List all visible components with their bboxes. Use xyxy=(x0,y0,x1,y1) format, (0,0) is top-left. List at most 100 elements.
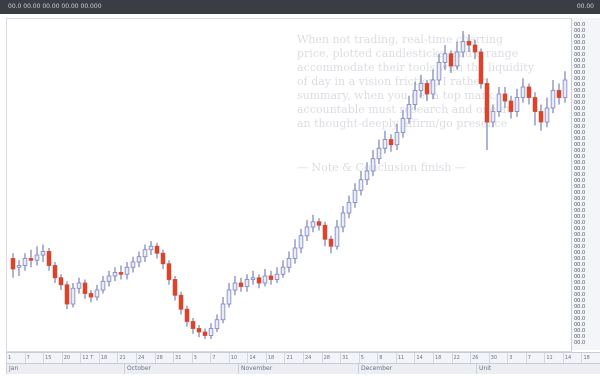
date-scale-cell: 14 xyxy=(414,353,433,363)
candle xyxy=(118,265,124,280)
price-tick-label: 00.0 xyxy=(574,322,586,328)
candle xyxy=(364,162,370,185)
price-tick-label: 00.0 xyxy=(574,172,586,178)
date-scale-cell: 7 xyxy=(525,353,545,363)
price-tick-label: 00.0 xyxy=(574,292,586,298)
date-scale: 1 7 15 20 12 T 18 21 24 28 31 3 7 10 14 18 21 24 28 31 5 8 11… xyxy=(6,352,600,364)
candle xyxy=(472,39,478,59)
date-scale-cell: 24 xyxy=(303,353,322,363)
candle xyxy=(478,48,484,89)
candle-body-up xyxy=(400,118,406,133)
candle-body-up xyxy=(220,303,226,321)
month-scale: Jan October November December Unit xyxy=(6,364,600,374)
price-tick-label: 00.0 xyxy=(574,58,586,64)
candle xyxy=(346,195,352,219)
candle-body-up xyxy=(544,107,550,123)
date-scale-cell: 28 xyxy=(154,353,174,363)
candle xyxy=(442,45,448,70)
candle xyxy=(16,260,22,276)
price-tick-label: 00.0 xyxy=(574,250,586,256)
candle-body-down xyxy=(388,139,394,146)
candle-body-down xyxy=(478,51,484,84)
candle xyxy=(538,104,544,131)
candle-body-up xyxy=(346,202,352,214)
price-tick-label: 00.0 xyxy=(574,100,586,106)
candle-body-down xyxy=(52,265,58,279)
candle xyxy=(400,109,406,138)
price-tick-label: 00.0 xyxy=(574,64,586,70)
candle-body-down xyxy=(190,321,196,329)
candle-body-down xyxy=(328,238,334,247)
price-tick-label: 00.0 xyxy=(574,244,586,250)
date-scale-cell: 18 xyxy=(581,353,600,363)
title-bar: 00.0 00.00 00.00 00.00 00.000 00.00 xyxy=(0,0,600,14)
candle-body-up xyxy=(70,287,76,305)
price-tick-label: 00.0 xyxy=(574,202,586,208)
candle-body-up xyxy=(358,179,364,191)
candle-body-up xyxy=(292,247,298,259)
price-tick-label: 00.0 xyxy=(574,94,586,100)
candle-body-up xyxy=(514,97,520,112)
date-scale-cell: 30 xyxy=(488,353,508,363)
candle xyxy=(22,253,28,271)
candle xyxy=(238,277,244,292)
candle-body-up xyxy=(142,249,148,258)
candle-body-down xyxy=(484,83,490,123)
candle xyxy=(550,80,556,114)
candle xyxy=(202,328,208,339)
candle xyxy=(508,95,514,119)
price-tick-label: 00.0 xyxy=(574,160,586,166)
candle xyxy=(286,251,292,273)
candle-body-up xyxy=(406,104,412,119)
candle-body-up xyxy=(280,266,286,275)
date-scale-cell: 21 xyxy=(284,353,303,363)
price-tick-label: 00.0 xyxy=(574,220,586,226)
candle-body-up xyxy=(340,212,346,228)
price-tick-label: 00.0 xyxy=(574,34,586,40)
candle xyxy=(466,34,472,52)
candle xyxy=(322,221,328,247)
candle-body-down xyxy=(178,294,184,310)
price-tick-label: 00.0 xyxy=(574,232,586,238)
candle xyxy=(94,284,100,301)
price-tick-label: 00.0 xyxy=(574,268,586,274)
candle-body-down xyxy=(82,282,88,294)
date-scale-cell: 24 xyxy=(135,353,155,363)
date-scale-cell: 18 xyxy=(98,353,118,363)
candle xyxy=(142,244,148,262)
candle xyxy=(112,267,118,282)
price-tick-label: 00.0 xyxy=(574,88,586,94)
candle-body-up xyxy=(286,258,292,268)
price-tick-label: 00.0 xyxy=(574,142,586,148)
price-tick-label: 00.0 xyxy=(574,208,586,214)
candle-body-up xyxy=(496,93,502,112)
candle-body-down xyxy=(184,308,190,322)
date-scale-cell: 8 xyxy=(377,353,396,363)
candle xyxy=(298,228,304,254)
candle xyxy=(262,269,268,287)
chart-plot-area[interactable]: When not trading, real-time charting pric… xyxy=(6,18,572,352)
candle xyxy=(412,81,418,110)
price-tick-label: 00.0 xyxy=(574,118,586,124)
candle xyxy=(178,291,184,315)
date-scale-cell: 1 xyxy=(6,353,25,363)
window-title: 00.0 00.00 00.00 00.00 00.000 xyxy=(8,3,102,10)
price-tick-label: 00.0 xyxy=(574,340,586,346)
candle-body-up xyxy=(22,258,28,266)
candle-body-up xyxy=(106,275,112,282)
candle xyxy=(352,183,358,208)
candle xyxy=(100,276,106,294)
date-scale-cell: 14 xyxy=(562,353,582,363)
candle-body-down xyxy=(166,263,172,280)
date-scale-cell: 22 xyxy=(451,353,471,363)
month-scale-cell: Jan xyxy=(6,364,18,374)
date-scale-cell: 31 xyxy=(340,353,359,363)
date-scale-cell: 28 xyxy=(321,353,341,363)
price-tick-label: 00.0 xyxy=(574,238,586,244)
candle-body-up xyxy=(454,51,460,67)
candle-body-up xyxy=(16,265,22,268)
price-tick-label: 00.0 xyxy=(574,70,586,76)
candle xyxy=(406,95,412,124)
candle xyxy=(160,249,166,269)
candle xyxy=(316,218,322,231)
